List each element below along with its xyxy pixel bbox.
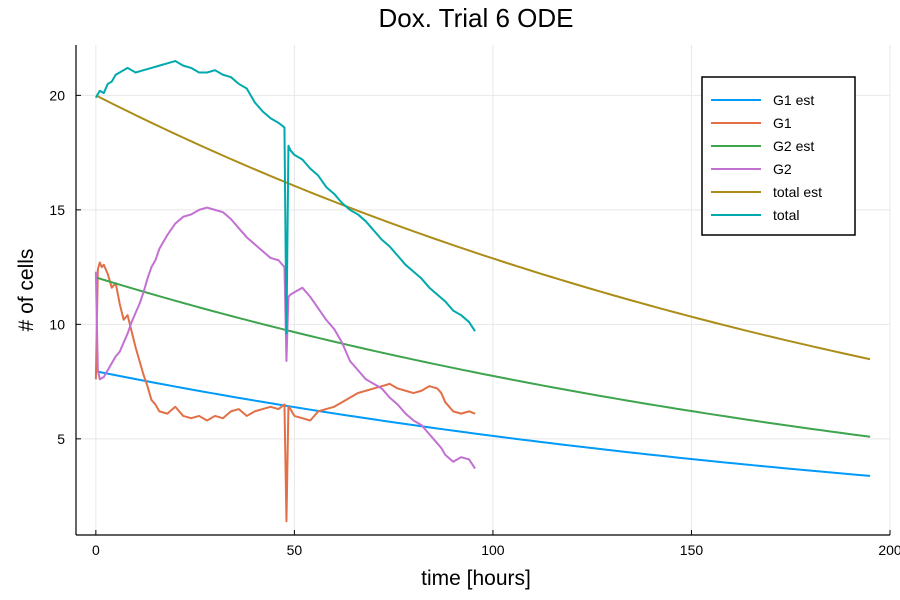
series-line-total-est bbox=[95, 94, 871, 361]
x-tick-label: 100 bbox=[481, 542, 505, 558]
series-line-total bbox=[94, 60, 476, 335]
series-line-g2 bbox=[94, 206, 476, 470]
y-tick-label: 5 bbox=[57, 431, 65, 447]
x-tick-label: 200 bbox=[878, 542, 900, 558]
chart-title: Dox. Trial 6 ODE bbox=[378, 3, 573, 33]
y-tick-label: 10 bbox=[49, 316, 65, 332]
legend-label-total: total bbox=[773, 207, 799, 223]
x-tick-label: 150 bbox=[680, 542, 704, 558]
ticks: 0 50 100 150 200 5 10 15 20 bbox=[49, 87, 900, 558]
x-tick-label: 0 bbox=[92, 542, 100, 558]
legend-box bbox=[701, 76, 856, 236]
x-tick-label: 50 bbox=[287, 542, 303, 558]
y-axis-label: # of cells bbox=[15, 249, 38, 332]
series-line-g1 bbox=[94, 261, 476, 523]
legend-label-g1: G1 bbox=[773, 115, 792, 131]
series-line-g2-est bbox=[95, 276, 871, 438]
legend-label-g2-est: G2 est bbox=[773, 138, 814, 154]
legend: G1 est G1 G2 est G2 total est total bbox=[701, 76, 856, 236]
y-tick-label: 15 bbox=[49, 202, 65, 218]
legend-label-g2: G2 bbox=[773, 161, 792, 177]
legend-label-g1-est: G1 est bbox=[773, 92, 814, 108]
y-tick-label: 20 bbox=[49, 87, 65, 103]
series-line-g1-est bbox=[95, 370, 871, 477]
legend-label-total-est: total est bbox=[773, 184, 822, 200]
plot-area bbox=[94, 60, 871, 523]
x-axis-label: time [hours] bbox=[421, 567, 531, 590]
axes bbox=[75, 45, 890, 536]
